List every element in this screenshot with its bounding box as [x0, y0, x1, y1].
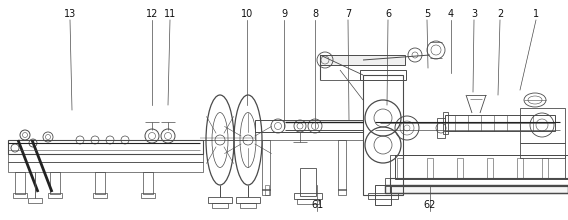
Bar [8, 154, 203, 162]
Text: 2: 2 [497, 9, 503, 19]
Bar [297, 199, 319, 204]
Bar [427, 158, 433, 178]
Text: 6: 6 [385, 9, 391, 19]
Bar [520, 143, 565, 158]
Bar [397, 158, 403, 178]
Text: 11: 11 [164, 9, 176, 19]
Bar [236, 197, 260, 203]
Bar [517, 158, 523, 178]
Bar [338, 189, 346, 195]
Bar [255, 132, 363, 140]
Text: 10: 10 [241, 9, 253, 19]
Bar [212, 203, 228, 208]
Bar [320, 55, 405, 65]
Bar [143, 172, 153, 194]
Bar [300, 168, 316, 196]
Bar [390, 186, 568, 193]
Bar [457, 158, 463, 178]
Bar [93, 193, 107, 198]
Bar [255, 120, 363, 132]
Bar [48, 193, 62, 198]
Bar [338, 140, 346, 190]
Bar [390, 155, 565, 178]
Bar [360, 70, 406, 80]
Bar [375, 185, 391, 205]
Bar [363, 75, 403, 195]
Text: 12: 12 [146, 9, 158, 19]
Text: 61: 61 [311, 200, 323, 210]
Text: 8: 8 [312, 9, 318, 19]
Bar [368, 193, 398, 199]
Bar [8, 162, 203, 172]
Bar [208, 197, 232, 203]
Text: 3: 3 [471, 9, 477, 19]
Text: 13: 13 [64, 9, 76, 19]
Bar [390, 178, 568, 186]
Bar [13, 193, 27, 198]
Text: 62: 62 [424, 200, 436, 210]
Bar [437, 118, 445, 138]
Bar [262, 189, 270, 195]
Bar [8, 140, 203, 154]
Bar [95, 172, 105, 194]
Bar [15, 172, 25, 194]
Bar [28, 198, 42, 203]
Bar [487, 158, 493, 178]
Bar [240, 203, 256, 208]
Bar [141, 193, 155, 198]
Bar [262, 140, 270, 190]
Bar [395, 155, 568, 179]
Text: 7: 7 [345, 9, 351, 19]
Bar [542, 158, 548, 178]
Bar [520, 108, 565, 143]
Bar [50, 172, 60, 194]
Text: 5: 5 [424, 9, 430, 19]
Text: 4: 4 [448, 9, 454, 19]
Bar [294, 193, 322, 199]
Bar [385, 178, 568, 186]
Bar [265, 185, 269, 195]
Bar [385, 185, 568, 193]
Text: 1: 1 [533, 9, 539, 19]
Bar [443, 112, 448, 134]
Bar [445, 115, 555, 131]
Text: 9: 9 [281, 9, 287, 19]
